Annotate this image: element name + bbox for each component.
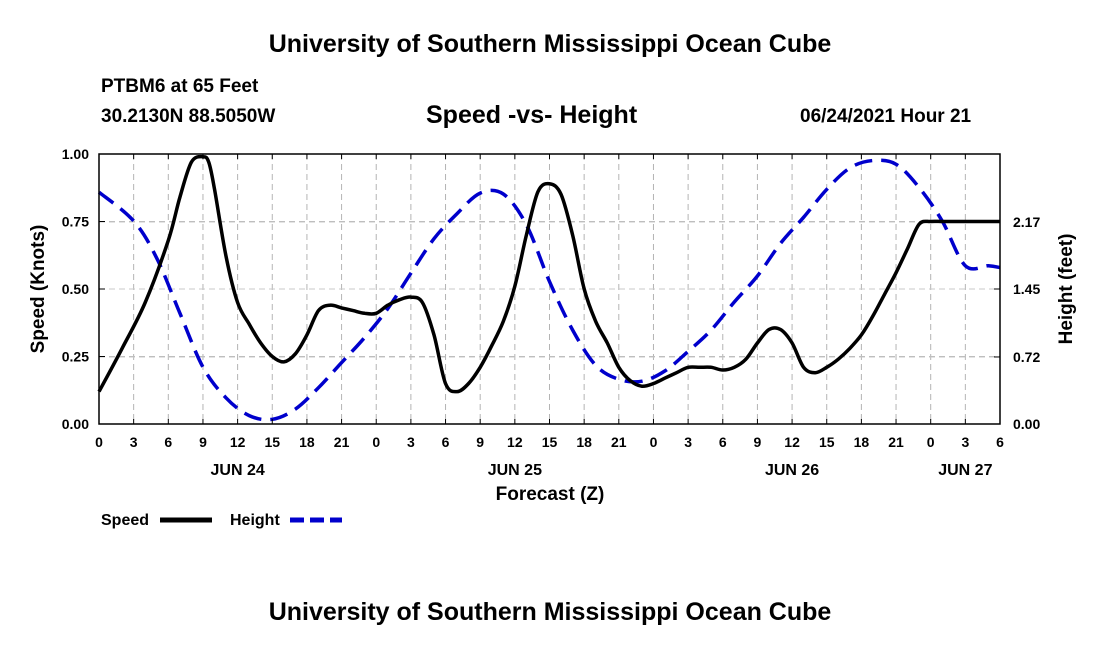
- y2-axis-title: Height (feet): [1056, 234, 1077, 345]
- x-tick-label: 0: [95, 434, 103, 450]
- x-day-label: JUN 24: [210, 462, 264, 479]
- footer-title: University of Southern Mississippi Ocean…: [268, 598, 832, 626]
- x-tick-label: 3: [130, 434, 138, 450]
- x-tick-label: 6: [164, 434, 172, 450]
- series-line-speed: [97, 154, 1000, 394]
- x-tick-label: 18: [854, 434, 870, 450]
- y-tick-label: 0.75: [62, 214, 89, 230]
- y2-tick-label: 0.72: [1013, 349, 1040, 365]
- page-title: University of Southern Mississippi Ocean…: [268, 30, 832, 58]
- x-tick-label: 9: [199, 434, 207, 450]
- station-label: PTBM6 at 65 Feet: [101, 76, 259, 97]
- x-tick-label: 0: [927, 434, 935, 450]
- x-tick-label: 0: [650, 434, 658, 450]
- x-tick-label: 3: [407, 434, 415, 450]
- x-tick-label: 6: [996, 434, 1004, 450]
- x-tick-label: 21: [334, 434, 350, 450]
- y-tick-label: 0.50: [62, 281, 89, 297]
- x-tick-label: 18: [576, 434, 592, 450]
- x-tick-label: 12: [507, 434, 523, 450]
- x-tick-label: 0: [372, 434, 380, 450]
- x-tick-label: 6: [719, 434, 727, 450]
- y-tick-label: 0.00: [62, 416, 89, 432]
- x-axis-title: Forecast (Z): [496, 484, 605, 505]
- y2-tick-label: 0.00: [1013, 416, 1040, 432]
- x-tick-label: 9: [476, 434, 484, 450]
- y2-tick-label: 2.17: [1013, 214, 1040, 230]
- legend: Speed Height: [101, 512, 342, 529]
- x-day-label: JUN 27: [938, 462, 992, 479]
- y-tick-label: 1.00: [62, 146, 89, 162]
- x-tick-label: 18: [299, 434, 315, 450]
- x-day-label: JUN 25: [488, 462, 542, 479]
- x-tick-label: 15: [264, 434, 280, 450]
- y2-tick-label: 1.45: [1013, 281, 1040, 297]
- y-tick-label: 0.25: [62, 349, 89, 365]
- x-tick-label: 21: [888, 434, 904, 450]
- legend-label-height: Height: [230, 512, 280, 529]
- x-day-label: JUN 26: [765, 462, 819, 479]
- x-tick-label: 9: [754, 434, 762, 450]
- date-label: 06/24/2021 Hour 21: [800, 106, 972, 127]
- x-tick-label: 15: [542, 434, 558, 450]
- series-layer: [97, 154, 1001, 422]
- coordinates-label: 30.2130N 88.5050W: [101, 106, 276, 127]
- x-tick-label: 21: [611, 434, 627, 450]
- legend-label-speed: Speed: [101, 512, 149, 529]
- x-tick-label: 15: [819, 434, 835, 450]
- x-tick-label: 12: [230, 434, 246, 450]
- x-tick-label: 3: [684, 434, 692, 450]
- chart-title: Speed -vs- Height: [426, 101, 638, 129]
- x-tick-label: 6: [442, 434, 450, 450]
- y-axis-title: Speed (Knots): [28, 225, 49, 354]
- x-tick-label: 3: [961, 434, 969, 450]
- series-line-height: [97, 158, 1001, 422]
- axes-layer: 0 3 6 9 12 15 18 21 0 3 6 9 12 15 18 21 0 3 6 9 12 15 18 21 0 3 6J…: [62, 146, 1041, 479]
- x-tick-label: 12: [784, 434, 800, 450]
